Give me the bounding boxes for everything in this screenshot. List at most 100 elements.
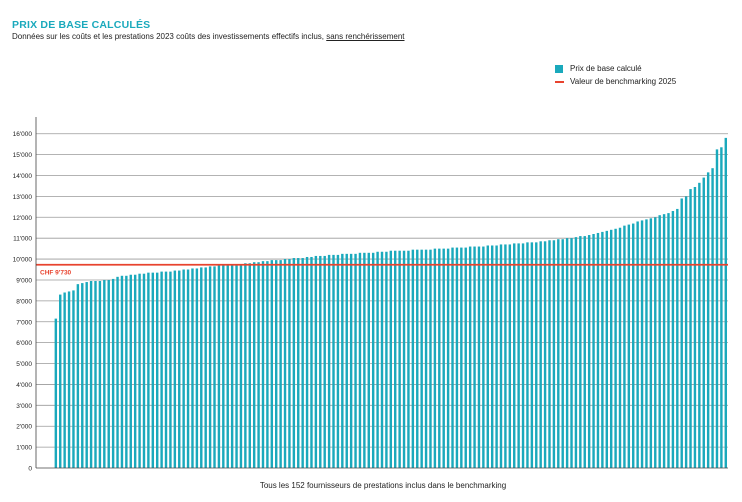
bar [587, 235, 591, 468]
bar [552, 240, 556, 468]
bar [654, 217, 657, 468]
legend-swatch-benchmark [555, 80, 564, 83]
bar [693, 186, 697, 469]
bar [89, 281, 93, 468]
bar [662, 214, 666, 468]
y-tick-label: 10'000 [13, 257, 33, 264]
y-tick-label: 6'000 [16, 340, 32, 347]
bar [464, 247, 467, 468]
bar [305, 256, 309, 468]
bar [103, 279, 106, 468]
y-tick-label: 11'000 [13, 236, 32, 243]
bar [327, 254, 331, 468]
legend-label-bars: Prix de base calculé [570, 64, 642, 73]
bar [424, 249, 428, 468]
bar [490, 245, 494, 468]
subtitle-emphasis: sans renchérissement [326, 32, 405, 41]
bar [407, 250, 410, 468]
bar [460, 247, 463, 468]
bar [252, 262, 256, 468]
bar [394, 250, 397, 468]
benchmark-line-group: CHF 9'730 [36, 263, 728, 277]
legend-item-bars: Prix de base calculé [555, 62, 676, 75]
bar [411, 249, 415, 468]
bar [138, 273, 141, 468]
bar [310, 256, 313, 468]
bar [702, 177, 705, 468]
bar [345, 253, 348, 468]
bar [543, 241, 547, 468]
bar [323, 255, 326, 468]
bar [147, 272, 150, 468]
bar [363, 252, 366, 468]
bar [230, 264, 234, 468]
benchmark-label: CHF 9'730 [40, 270, 72, 277]
y-tick-label: 1'000 [16, 445, 32, 452]
bar [367, 252, 370, 468]
bar [468, 246, 472, 468]
bar [504, 244, 507, 468]
axes [35, 117, 728, 469]
bar [380, 251, 384, 468]
bar [349, 253, 353, 468]
bar [570, 238, 573, 468]
y-tick-label: 5'000 [16, 361, 32, 368]
bar [649, 218, 653, 468]
bars [54, 137, 727, 469]
bar [288, 259, 291, 468]
bar [120, 275, 124, 468]
y-tick-label: 3'000 [16, 403, 32, 410]
bar [332, 254, 335, 468]
bar [517, 243, 520, 468]
bar [142, 273, 146, 468]
bar [178, 270, 181, 468]
bar [451, 247, 454, 468]
bar [160, 271, 163, 468]
chart-title: PRIX DE BASE CALCULÉS [12, 19, 151, 31]
bar [574, 237, 578, 468]
bar [579, 236, 582, 468]
bar [297, 258, 300, 468]
bar [59, 294, 62, 468]
bar [63, 292, 66, 468]
legend-item-benchmark: Valeur de benchmarking 2025 [555, 75, 676, 88]
bar [482, 246, 485, 468]
bar [217, 265, 221, 468]
bar [186, 269, 190, 468]
bar [354, 253, 357, 468]
bar [698, 182, 701, 468]
bar [680, 198, 683, 469]
bar [266, 261, 269, 468]
y-tick-label: 14'000 [13, 173, 33, 180]
bar [279, 260, 282, 468]
bar [275, 260, 278, 468]
bar [605, 230, 608, 468]
bar [689, 189, 692, 468]
bar [535, 242, 538, 468]
bar [182, 269, 185, 468]
bar [376, 251, 379, 468]
bar [495, 245, 498, 468]
bar [513, 243, 516, 468]
bar [156, 272, 159, 468]
bar [54, 318, 58, 468]
y-tick-label: 4'000 [16, 382, 32, 389]
bar [213, 266, 216, 468]
bar [169, 271, 172, 468]
bar [636, 221, 639, 468]
bar [72, 290, 75, 468]
bar [557, 239, 560, 468]
bar [98, 281, 102, 468]
y-tick-label: 16'000 [13, 131, 33, 138]
bar [301, 258, 304, 468]
bar [125, 275, 128, 468]
bar [433, 248, 437, 469]
bar [239, 264, 243, 468]
bar [116, 276, 119, 468]
bar [442, 248, 445, 469]
bar [592, 234, 595, 468]
bar [711, 168, 714, 468]
y-tick-label: 15'000 [13, 152, 33, 159]
bar [292, 258, 296, 468]
bar [107, 279, 110, 468]
